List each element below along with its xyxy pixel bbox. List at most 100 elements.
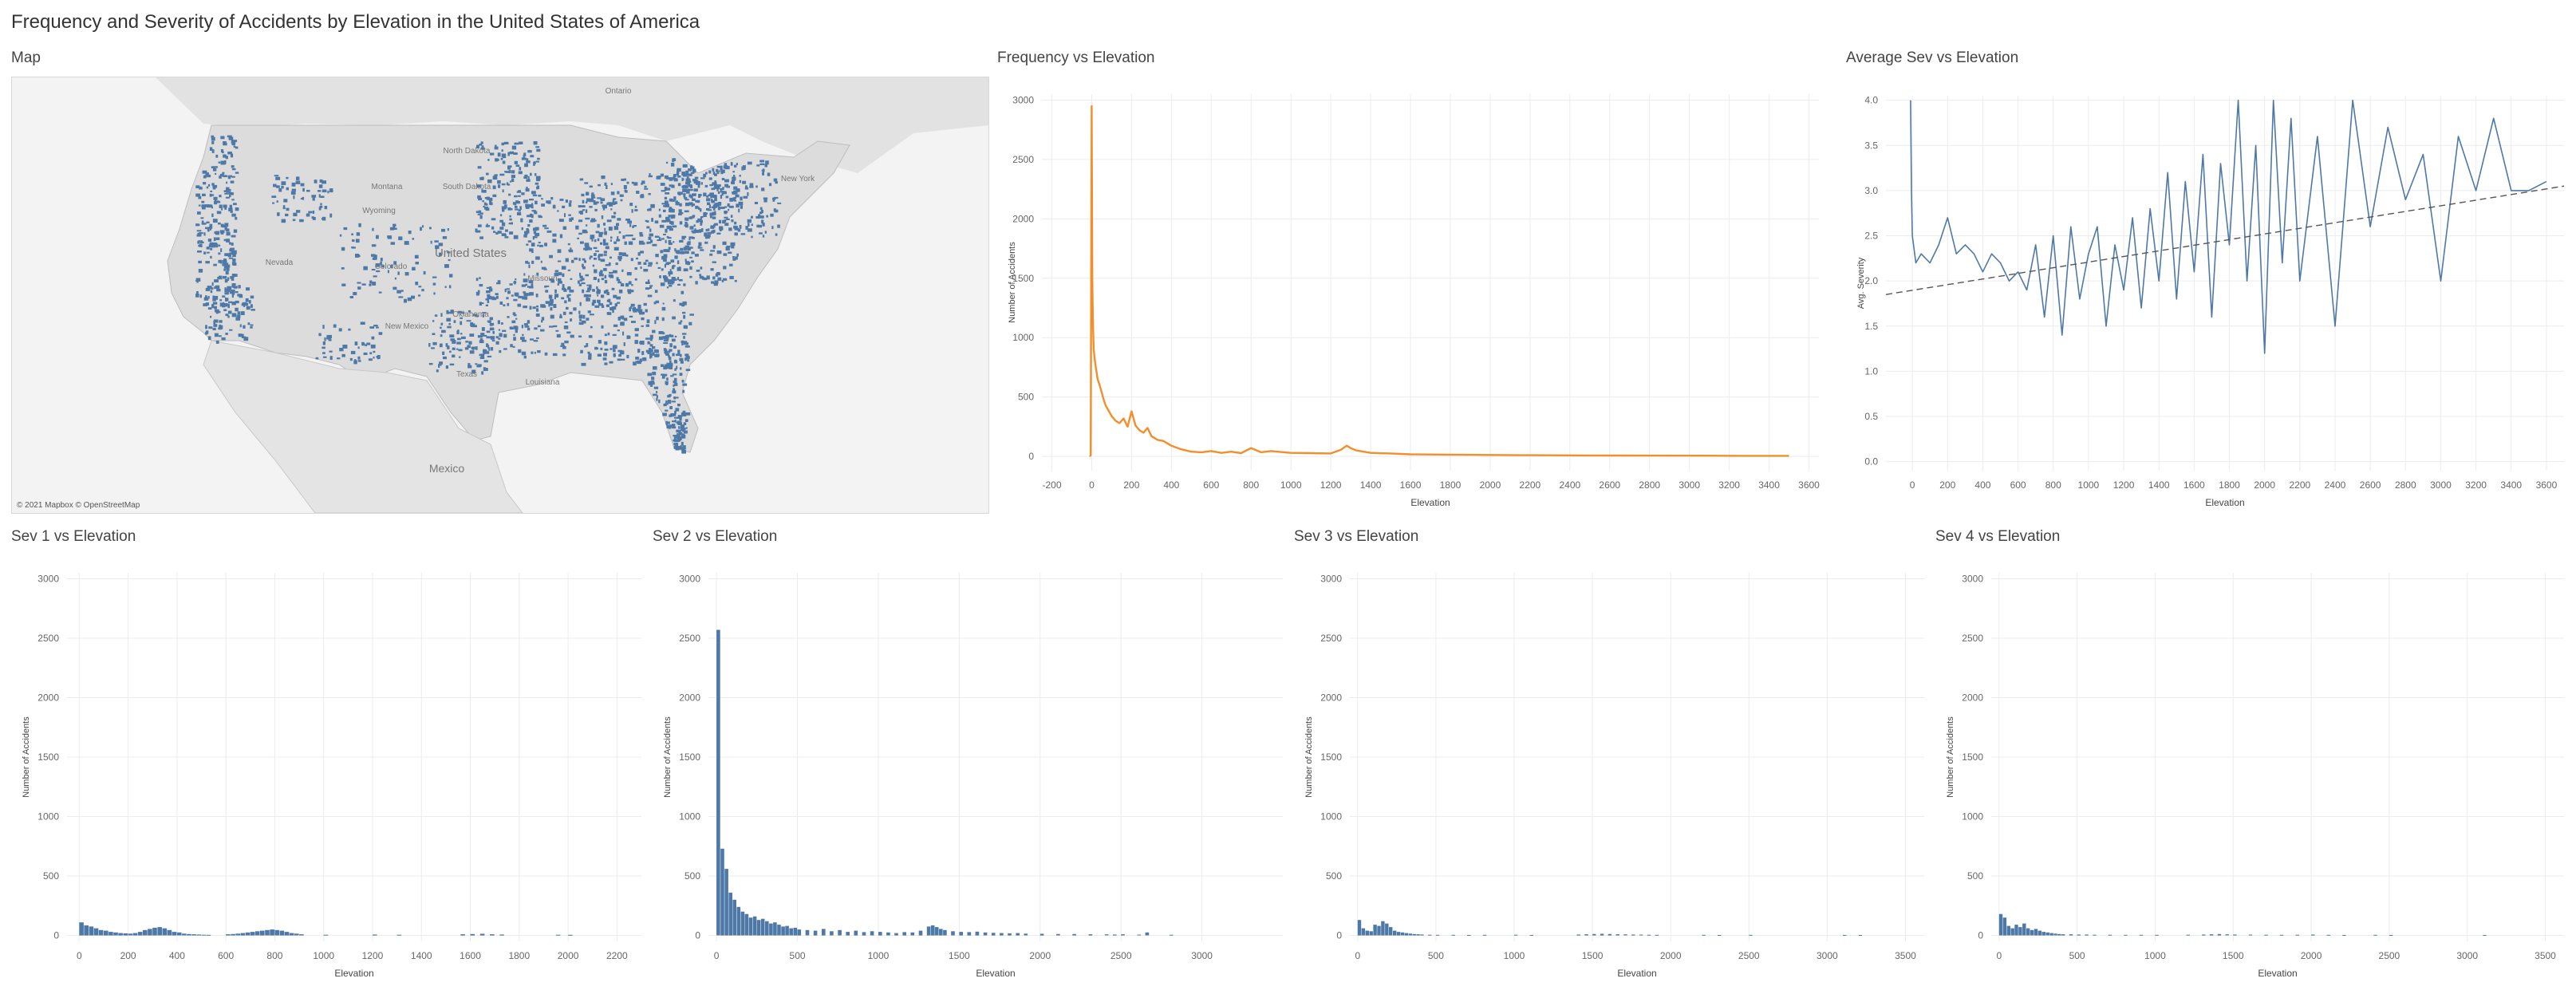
- histogram-bar[interactable]: [2373, 934, 2377, 936]
- histogram-bar[interactable]: [1137, 934, 1142, 936]
- histogram-bar[interactable]: [2209, 934, 2214, 936]
- histogram-bar[interactable]: [1000, 933, 1004, 936]
- histogram-bar[interactable]: [943, 929, 947, 936]
- histogram-bar[interactable]: [162, 928, 168, 936]
- histogram-bar[interactable]: [1361, 928, 1366, 936]
- histogram-bar[interactable]: [167, 929, 172, 936]
- histogram-bar[interactable]: [176, 932, 182, 936]
- histogram-bar[interactable]: [148, 929, 152, 936]
- histogram-bar[interactable]: [2022, 923, 2026, 936]
- histogram-bar[interactable]: [736, 906, 741, 936]
- histogram-bar[interactable]: [260, 930, 265, 936]
- histogram-bar[interactable]: [470, 933, 475, 936]
- histogram-bar[interactable]: [1435, 934, 1440, 936]
- histogram-bar[interactable]: [2202, 934, 2206, 936]
- histogram-bar[interactable]: [805, 929, 810, 936]
- histogram-bar[interactable]: [113, 932, 118, 936]
- histogram-bar[interactable]: [959, 932, 963, 936]
- histogram-bar[interactable]: [1608, 933, 1612, 936]
- sev3-histogram[interactable]: 0 500 1000 1500 2000 2500 3000 3500050010001500…: [1294, 555, 1932, 999]
- histogram-bar[interactable]: [1482, 934, 1487, 936]
- histogram-bar[interactable]: [870, 931, 874, 936]
- histogram-bar[interactable]: [1576, 934, 1580, 936]
- histogram-bar[interactable]: [123, 933, 128, 936]
- histogram-bar[interactable]: [2483, 935, 2487, 937]
- histogram-bar[interactable]: [1655, 934, 1659, 936]
- histogram-bar[interactable]: [568, 934, 573, 936]
- histogram-bar[interactable]: [182, 933, 187, 936]
- histogram-bar[interactable]: [2279, 934, 2284, 936]
- histogram-bar[interactable]: [2077, 934, 2081, 936]
- histogram-bar[interactable]: [1404, 933, 1409, 936]
- histogram-bar[interactable]: [299, 934, 304, 936]
- histogram-bar[interactable]: [773, 922, 777, 936]
- histogram-bar[interactable]: [1416, 934, 1420, 936]
- histogram-bar[interactable]: [728, 892, 732, 936]
- histogram-bar[interactable]: [1529, 935, 1533, 936]
- histogram-bar[interactable]: [396, 934, 402, 936]
- histogram-bar[interactable]: [279, 930, 285, 936]
- histogram-bar[interactable]: [201, 934, 207, 936]
- histogram-bar[interactable]: [245, 932, 250, 936]
- histogram-bar[interactable]: [1584, 934, 1588, 936]
- histogram-bar[interactable]: [1357, 920, 1362, 936]
- histogram-bar[interactable]: [1408, 933, 1412, 936]
- histogram-bar[interactable]: [793, 927, 798, 936]
- histogram-bar[interactable]: [2389, 935, 2393, 936]
- histogram-bar[interactable]: [1400, 932, 1405, 936]
- histogram-bar[interactable]: [1385, 923, 1389, 936]
- histogram-bar[interactable]: [2014, 925, 2018, 936]
- histogram-bar[interactable]: [2124, 934, 2128, 936]
- histogram-bar[interactable]: [1639, 934, 1643, 936]
- histogram-bar[interactable]: [716, 629, 720, 936]
- histogram-bar[interactable]: [1600, 933, 1604, 936]
- histogram-bar[interactable]: [104, 930, 108, 936]
- series-line[interactable]: [1910, 99, 2547, 354]
- histogram-bar[interactable]: [132, 933, 138, 936]
- histogram-bar[interactable]: [991, 933, 996, 936]
- histogram-bar[interactable]: [2038, 930, 2042, 936]
- histogram-bar[interactable]: [1412, 933, 1416, 936]
- histogram-bar[interactable]: [1615, 934, 1619, 936]
- histogram-bar[interactable]: [191, 934, 196, 936]
- histogram-bar[interactable]: [206, 934, 211, 936]
- histogram-bar[interactable]: [1170, 934, 1174, 936]
- histogram-bar[interactable]: [187, 933, 191, 936]
- histogram-bar[interactable]: [294, 933, 299, 936]
- histogram-bar[interactable]: [1467, 935, 1471, 936]
- histogram-bar[interactable]: [1749, 934, 1753, 936]
- histogram-bar[interactable]: [939, 929, 943, 936]
- histogram-bar[interactable]: [878, 932, 882, 936]
- histogram-bar[interactable]: [934, 927, 939, 936]
- histogram-bar[interactable]: [79, 922, 84, 936]
- histogram-bar[interactable]: [930, 925, 935, 936]
- histogram-bar[interactable]: [128, 933, 133, 936]
- histogram-bar[interactable]: [93, 928, 99, 936]
- histogram-bar[interactable]: [1858, 935, 1862, 936]
- histogram-bar[interactable]: [231, 933, 235, 936]
- histogram-bar[interactable]: [1647, 934, 1651, 936]
- histogram-bar[interactable]: [143, 929, 148, 936]
- histogram-bar[interactable]: [499, 934, 504, 936]
- histogram-bar[interactable]: [1451, 934, 1455, 936]
- histogram-bar[interactable]: [838, 929, 842, 936]
- histogram-bar[interactable]: [235, 933, 240, 936]
- histogram-bar[interactable]: [1843, 935, 1847, 936]
- histogram-bar[interactable]: [910, 932, 915, 936]
- histogram-bar[interactable]: [226, 934, 231, 936]
- histogram-bar[interactable]: [1008, 933, 1012, 936]
- histogram-bar[interactable]: [2108, 934, 2112, 936]
- histogram-bar[interactable]: [172, 932, 177, 936]
- histogram-bar[interactable]: [2186, 934, 2190, 936]
- histogram-bar[interactable]: [2217, 933, 2222, 936]
- histogram-bar[interactable]: [1088, 934, 1093, 936]
- histogram-bar[interactable]: [196, 934, 201, 936]
- histogram-bar[interactable]: [822, 929, 826, 936]
- histogram-bar[interactable]: [284, 932, 290, 936]
- histogram-bar[interactable]: [2030, 929, 2034, 936]
- histogram-bar[interactable]: [1365, 930, 1369, 936]
- histogram-bar[interactable]: [2053, 933, 2057, 936]
- histogram-bar[interactable]: [797, 929, 802, 936]
- histogram-bar[interactable]: [785, 925, 789, 936]
